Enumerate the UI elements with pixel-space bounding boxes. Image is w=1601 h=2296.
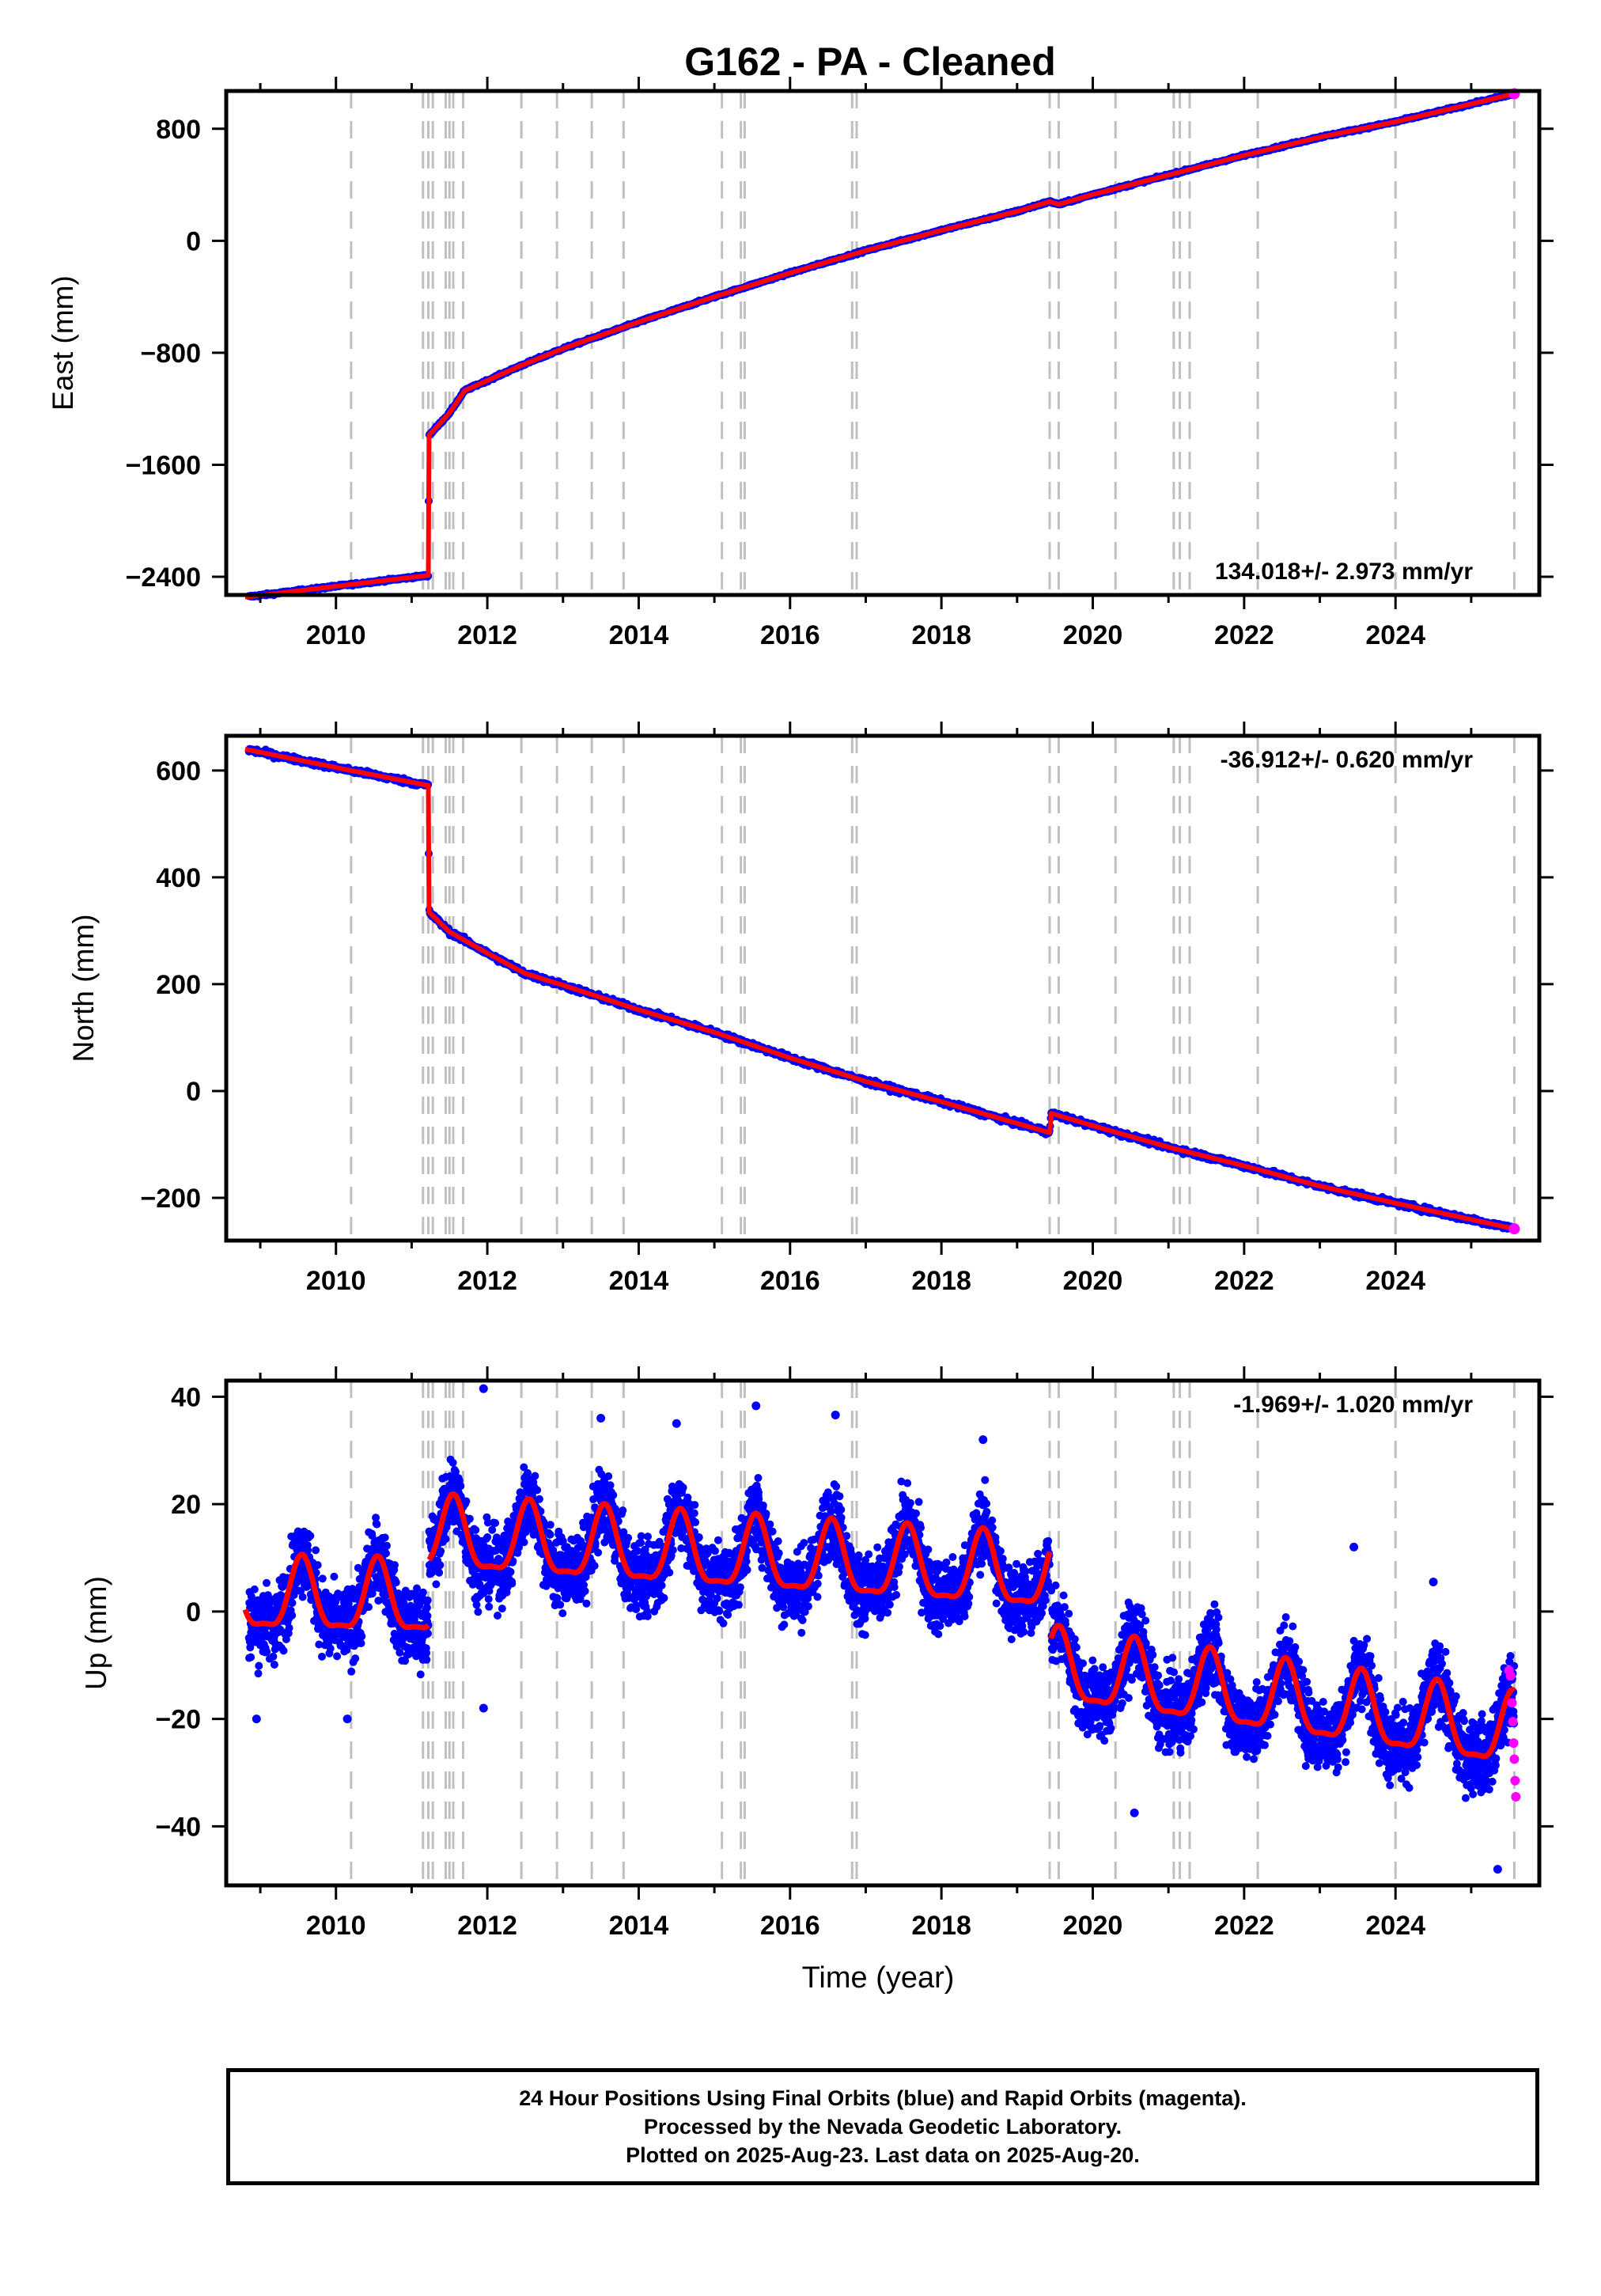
velocity-annotation: -36.912+/- 0.620 mm/yr xyxy=(1221,747,1474,773)
y-tick-label: 200 xyxy=(156,970,201,1000)
data-point xyxy=(392,1578,400,1587)
data-point xyxy=(306,1532,315,1540)
data-point xyxy=(383,1541,391,1550)
y-tick-label: −800 xyxy=(140,339,201,369)
x-tick-label: 2018 xyxy=(911,1266,971,1296)
x-tick-label: 2022 xyxy=(1214,1266,1274,1296)
data-point xyxy=(347,1667,356,1676)
y-tick-label: 800 xyxy=(156,115,201,145)
x-tick-label: 2020 xyxy=(1063,620,1123,650)
data-point xyxy=(255,1661,263,1670)
x-tick-label: 2012 xyxy=(457,1266,517,1296)
y-tick-label: 0 xyxy=(186,1077,201,1107)
data-point xyxy=(250,1585,259,1593)
chart-panels: 2010 2012 2014 2016 2018 2020 2022 2024 −2400 −16… xyxy=(47,77,1554,1941)
x-tick-label: 2022 xyxy=(1214,620,1274,650)
data-point xyxy=(269,1652,278,1661)
y-tick-label: −1600 xyxy=(126,450,202,480)
data-point xyxy=(285,1623,293,1632)
data-point xyxy=(318,1652,326,1661)
rapid-orbit-point xyxy=(1508,1223,1520,1235)
data-point xyxy=(279,1646,288,1655)
east-final-orbit-points xyxy=(244,89,1516,601)
data-point xyxy=(298,1593,307,1601)
x-tick-label: 2014 xyxy=(609,1266,669,1296)
data-point xyxy=(270,1661,278,1669)
data-point xyxy=(391,1561,399,1570)
data-point xyxy=(288,1599,297,1607)
y-tick-label: −2400 xyxy=(126,563,202,593)
panel-north: 2010 2012 2014 2016 2018 2020 2022 2024 −200 0 200… xyxy=(67,722,1554,1296)
model-fit-line xyxy=(244,746,1516,1232)
model-fit-line xyxy=(244,91,1516,600)
data-point xyxy=(326,1644,335,1653)
data-point xyxy=(263,1647,271,1656)
y-tick-label: −200 xyxy=(140,1184,201,1214)
chart-title: G162 - PA - Cleaned xyxy=(684,40,1056,84)
y-axis-label: East (mm) xyxy=(47,275,79,411)
x-tick-label: 2024 xyxy=(1365,1266,1425,1296)
data-point xyxy=(254,1669,263,1678)
x-tick-label: 2018 xyxy=(911,620,971,650)
y-axis-label: North (mm) xyxy=(67,914,100,1062)
velocity-annotation: 134.018+/- 2.973 mm/yr xyxy=(1215,559,1473,585)
up-final-orbit-points xyxy=(244,1384,1519,1874)
data-point xyxy=(380,1533,389,1542)
x-tick-label: 2020 xyxy=(1063,1266,1123,1296)
y-tick-label: 400 xyxy=(156,863,201,893)
x-tick-label: 2014 xyxy=(609,620,669,650)
data-point xyxy=(351,1654,360,1663)
x-tick-label: 2016 xyxy=(760,1266,820,1296)
data-point xyxy=(330,1572,339,1581)
data-point xyxy=(373,1520,381,1529)
y-tick-label: 600 xyxy=(156,756,201,786)
x-tick-label: 2010 xyxy=(306,1266,366,1296)
data-point xyxy=(357,1639,365,1647)
data-point xyxy=(312,1546,320,1555)
data-point xyxy=(318,1574,327,1583)
data-point xyxy=(365,1603,373,1612)
data-point xyxy=(247,1653,255,1661)
x-tick-label: 2010 xyxy=(306,620,366,650)
north-final-orbit-points xyxy=(244,744,1516,1233)
x-tick-label: 2016 xyxy=(760,620,820,650)
y-tick-label: 0 xyxy=(186,226,201,256)
data-point xyxy=(358,1632,366,1641)
panel-up: 2010 2012 2014 2016 2018 2020 2022 2024−40−2002… xyxy=(80,1366,1554,1941)
data-point xyxy=(382,1549,390,1558)
data-point xyxy=(333,1652,342,1661)
x-tick-label: 2012 xyxy=(457,620,517,650)
x-tick-label: 2024 xyxy=(1365,620,1425,650)
panel-east: 2010 2012 2014 2016 2018 2020 2022 2024 −2400 −16… xyxy=(47,77,1554,650)
data-point xyxy=(263,1578,271,1587)
data-point xyxy=(313,1561,322,1570)
data-point xyxy=(288,1611,297,1620)
